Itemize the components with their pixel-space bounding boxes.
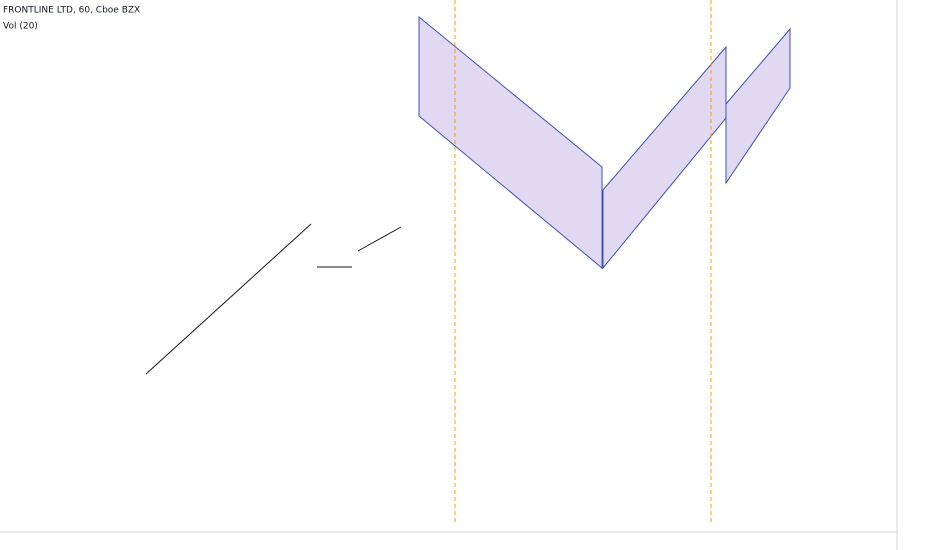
channel — [725, 27, 791, 185]
chart-subtitle: Vol (20) — [3, 22, 38, 32]
price-axis — [897, 0, 932, 550]
trend-line — [357, 226, 402, 252]
chart-title: FRONTLINE LTD, 60, Cboe BZX — [3, 6, 140, 16]
channel — [602, 45, 727, 270]
channel — [418, 15, 603, 270]
drawings — [145, 0, 791, 525]
trend-line — [145, 223, 312, 375]
